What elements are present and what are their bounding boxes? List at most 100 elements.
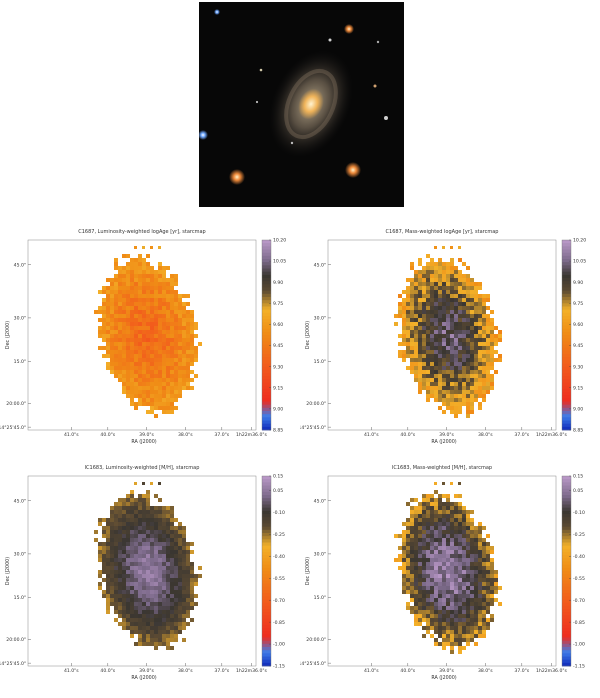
map-pixel [122,354,126,358]
map-pixel [138,586,142,590]
map-pixel [478,558,482,562]
map-pixel [498,586,502,590]
map-pixel [146,638,150,642]
map-pixel [166,354,170,358]
map-pixel [474,542,478,546]
map-pixel [458,626,462,630]
colorbar-frame [561,475,572,667]
map-pixel [482,338,486,342]
map-pixel [154,566,158,570]
map-pixel [450,370,454,374]
map-pixel [442,382,446,386]
map-pixel [470,570,474,574]
map-pixel [486,534,490,538]
map-pixel [138,290,142,294]
map-pixel [478,538,482,542]
map-pixel [146,582,150,586]
colorbar-segment [562,262,571,266]
map-pixel [166,538,170,542]
map-pixel [402,566,406,570]
map-pixel [106,518,110,522]
map-pixel [474,386,478,390]
map-pixel [450,610,454,614]
map-pixel [150,562,154,566]
map-pixel [106,330,110,334]
map-pixel [434,606,438,610]
map-pixel [454,582,458,586]
map-pixel [158,546,162,550]
map-pixel [102,330,106,334]
map-pixel [490,378,494,382]
map-pixel [446,546,450,550]
map-pixel [426,614,430,618]
map-pixel [126,530,130,534]
map-pixel [410,286,414,290]
map-pixel [158,594,162,598]
map-pixel [134,302,138,306]
map-pixel [170,286,174,290]
map-pixel [182,626,186,630]
colorbar-segment [262,488,271,493]
map-pixel [182,598,186,602]
map-pixel [474,314,478,318]
map-pixel [462,314,466,318]
map-pixel [98,570,102,574]
map-pixel [150,542,154,546]
map-pixel [138,550,142,554]
map-pixel [402,342,406,346]
map-pixel [474,642,478,646]
map-pixel [462,350,466,354]
map-pixel [446,394,450,398]
map-pixel [494,578,498,582]
map-pixel [410,522,414,526]
map-pixel [406,566,410,570]
map-pixel [166,574,170,578]
map-pixel [126,286,130,290]
map-pixel [454,330,458,334]
map-pixel [466,358,470,362]
map-pixel [470,290,474,294]
map-pixel [142,258,146,262]
map-pixel [406,530,410,534]
map-pixel [442,318,446,322]
map-pixel [150,514,154,518]
map-pixel [130,518,134,522]
colorbar-segment [562,411,571,415]
map-pixel [422,278,426,282]
map-pixel [470,558,474,562]
map-pixel [150,554,154,558]
map-pixel [434,642,438,646]
map-pixel [134,318,138,322]
colorbar-tick-label: 8.85 [273,428,283,434]
map-pixel [174,294,178,298]
map-pixel [182,306,186,310]
map-pixel [166,554,170,558]
map-pixel [474,626,478,630]
map-pixel [478,610,482,614]
map-pixel [470,410,474,414]
map-pixel [490,382,494,386]
map-pixel [182,374,186,378]
map-pixel [462,306,466,310]
map-pixel [406,578,410,582]
map-pixel [142,582,146,586]
map-pixel [122,270,126,274]
map-pixel [414,590,418,594]
map-pixel [490,374,494,378]
colorbar-segment [562,369,571,374]
map-pixel [98,306,102,310]
map-pixel [450,322,454,326]
map-pixel [446,366,450,370]
map-pixel [106,530,110,534]
map-pixel [430,582,434,586]
map-pixel [170,574,174,578]
map-pixel [486,594,490,598]
map-pixel [482,378,486,382]
map-pixel [486,334,490,338]
map-pixel [114,526,118,530]
map-pixel [430,262,434,266]
map-pixel [158,386,162,390]
map-pixel [154,518,158,522]
map-pixel [182,538,186,542]
map-pixel [498,334,502,338]
